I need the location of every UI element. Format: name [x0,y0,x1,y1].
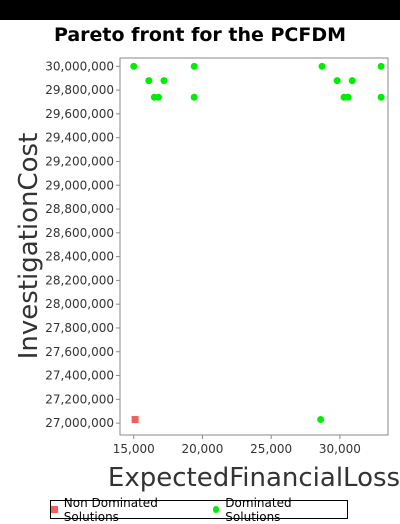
y-tick-label: 29,600,000 [45,107,114,121]
legend-label-non-dominated: Non Dominated Solutions [63,495,158,524]
dominated-point [348,77,356,85]
dominated-point [190,93,198,101]
y-tick-label: 27,000,000 [45,416,114,430]
y-axis-label: InvestigationCost [14,133,44,360]
y-tick-label: 28,000,000 [45,297,114,311]
legend-label-dominated: Dominated Solutions [225,495,292,524]
y-tick-label: 29,400,000 [45,131,114,145]
dominated-point [154,93,162,101]
dominated-point [145,77,153,85]
dominated-point [317,416,325,424]
dominated-point [333,77,341,85]
y-tick-label: 28,200,000 [45,273,114,287]
x-axis-ticks: 15,000 20,000 25,000 30,000 [113,435,361,456]
top-bar [0,0,400,20]
y-axis-ticks: 27,000,000 27,200,000 27,400,000 27,600,000… [45,59,120,430]
dominated-point [377,93,385,101]
x-axis-label: ExpectedFinancialLoss [108,463,400,493]
chart-title: Pareto front for the PCFDM [53,24,347,46]
dominated-point [318,62,326,70]
x-tick-label: 20,000 [181,442,223,456]
legend-item-dominated: Dominated Solutions [212,495,348,524]
green-circle-icon [212,506,220,513]
dominated-point [377,62,385,70]
red-square-icon [51,506,58,513]
x-tick-label: 15,000 [113,442,155,456]
non-dominated-point [131,416,139,424]
y-tick-label: 27,600,000 [45,345,114,359]
dominated-point [344,93,352,101]
dominated-point [190,62,198,70]
y-tick-label: 29,800,000 [45,83,114,97]
y-tick-label: 27,800,000 [45,321,114,335]
y-tick-label: 28,800,000 [45,202,114,216]
legend: Non Dominated Solutions Dominated Soluti… [50,496,348,524]
y-tick-label: 28,600,000 [45,226,114,240]
dominated-point [130,62,138,70]
legend-item-non-dominated: Non Dominated Solutions [51,496,213,524]
y-tick-label: 27,200,000 [45,392,114,406]
y-tick-label: 30,000,000 [45,59,114,73]
x-tick-label: 25,000 [250,442,292,456]
y-tick-label: 29,200,000 [45,154,114,168]
plot-area [119,57,389,436]
x-tick-label: 30,000 [319,442,361,456]
y-tick-label: 28,400,000 [45,250,114,264]
dominated-point [160,77,168,85]
y-tick-label: 27,400,000 [45,369,114,383]
data-points [130,62,385,424]
y-tick-label: 29,000,000 [45,178,114,192]
